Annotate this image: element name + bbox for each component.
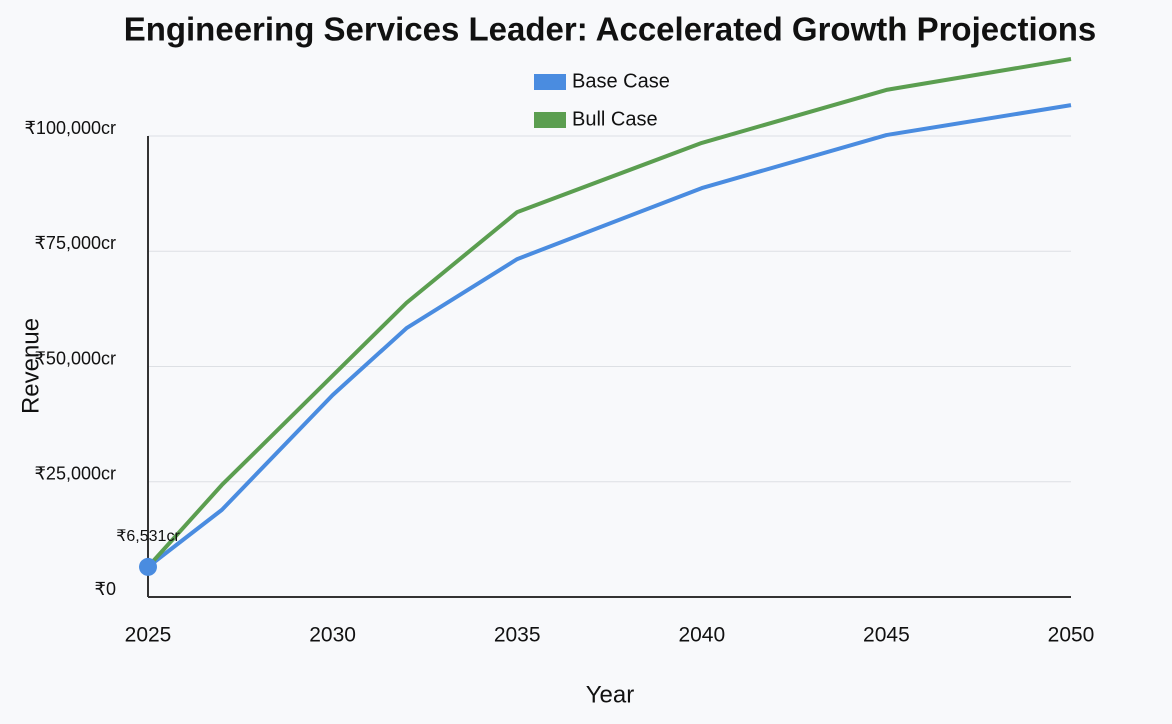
legend-label: Bull Case <box>572 108 658 130</box>
x-tick-label: 2030 <box>309 624 356 647</box>
x-tick-label: 2045 <box>863 624 910 647</box>
x-tick-label: 2050 <box>1048 624 1095 647</box>
x-axis-label: Year <box>586 681 635 708</box>
y-tick-label: ₹25,000cr <box>34 464 116 484</box>
annotation-label: ₹6,531cr <box>116 528 180 545</box>
x-tick-label: 2025 <box>125 624 172 647</box>
legend-swatch <box>534 74 566 90</box>
y-axis-label: Revenue <box>17 318 44 414</box>
annotation-point <box>139 557 157 576</box>
x-tick-label: 2035 <box>494 624 541 647</box>
series-line <box>146 103 1072 569</box>
y-tick-label: ₹100,000cr <box>24 118 116 138</box>
y-tick-label: ₹50,000cr <box>34 348 116 368</box>
chart-title: Engineering Services Leader: Accelerated… <box>124 11 1097 48</box>
legend-swatch <box>534 112 566 128</box>
y-tick-label: ₹75,000cr <box>34 233 116 253</box>
legend-label: Base Case <box>572 70 670 92</box>
series-line <box>146 57 1072 569</box>
x-tick-label: 2040 <box>678 624 725 647</box>
y-tick-label: ₹0 <box>95 579 116 599</box>
